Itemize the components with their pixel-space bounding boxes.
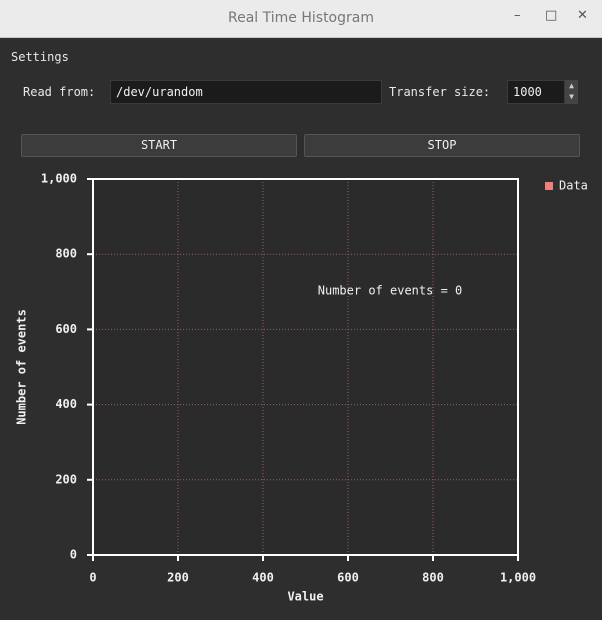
x-tick-label: 600 (337, 571, 359, 585)
x-tick-label: 0 (89, 571, 96, 585)
read-from-label: Read from: (23, 85, 96, 99)
x-tick-label: 800 (422, 571, 444, 585)
y-tick-label: 200 (55, 472, 77, 486)
y-tick-label: 0 (70, 548, 77, 562)
start-button[interactable]: START (21, 134, 297, 157)
transfer-size-label: Transfer size: (389, 85, 491, 99)
window-title: Real Time Histogram (228, 10, 374, 26)
settings-heading: Settings (11, 50, 69, 64)
y-tick-label: 1,000 (41, 172, 77, 186)
y-tick-label: 400 (55, 397, 77, 411)
plot-area (93, 179, 518, 555)
minimize[interactable]: – (514, 8, 521, 23)
legend-label: Data (559, 179, 588, 193)
transfer-size-input[interactable]: 1000 (507, 80, 565, 104)
y-axis-label: Number of events (15, 309, 29, 425)
x-tick-label: 400 (252, 571, 274, 585)
annotation: Number of events = 0 (318, 284, 463, 298)
plot-frame (92, 178, 519, 556)
maximize[interactable]: □ (545, 8, 558, 23)
stop-button[interactable]: STOP (304, 134, 580, 157)
x-tick-label: 1,000 (500, 571, 536, 585)
x-tick-label: 200 (167, 571, 189, 585)
spinner[interactable]: ▲ ▼ (565, 80, 578, 104)
read-from-input[interactable]: /dev/urandom (110, 80, 382, 104)
y-tick-label: 600 (55, 322, 77, 336)
y-tick-label: 800 (55, 247, 77, 261)
legend-swatch (545, 182, 553, 190)
close[interactable]: ✕ (577, 8, 588, 23)
title-bar: Real Time Histogram – □ ✕ (0, 0, 602, 38)
x-axis-label: Value (287, 590, 323, 604)
